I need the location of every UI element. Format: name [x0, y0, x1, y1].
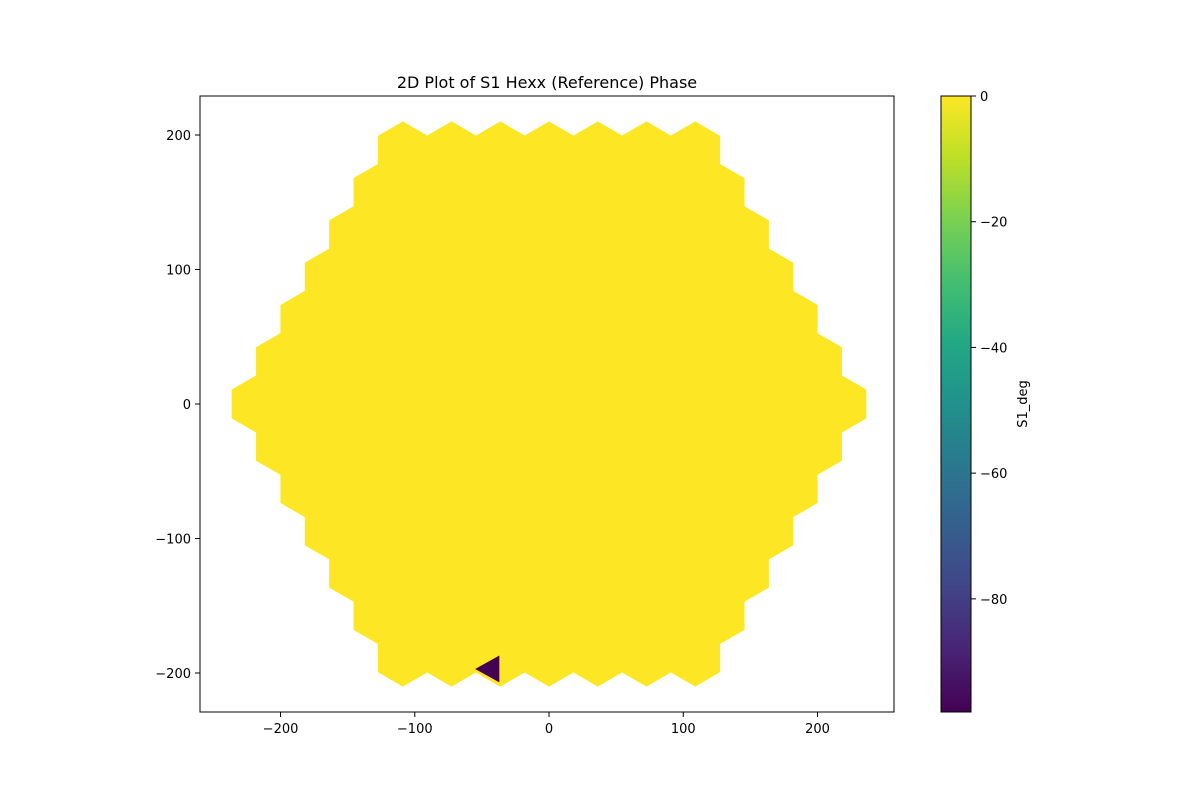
x-tick-label: 200	[805, 722, 830, 737]
colorbar-gradient	[941, 96, 971, 712]
colorbar: 0 −20 −40 −60 −80 S1_deg	[940, 90, 1031, 713]
y-tick-label: −100	[155, 532, 191, 547]
y-axis: −200 −100 0 100 200	[155, 129, 200, 682]
colorbar-ticks: 0 −20 −40 −60 −80	[971, 90, 1007, 608]
colorbar-tick-label: −20	[980, 216, 1007, 231]
colorbar-frame	[940, 95, 972, 713]
anomaly-layer	[475, 655, 500, 683]
colorbar-label: S1_deg	[1016, 380, 1031, 428]
x-tick-label: 100	[671, 722, 696, 737]
x-tick-label: −100	[397, 722, 433, 737]
anomaly-cell	[475, 655, 500, 683]
colorbar-tick-label: 0	[980, 90, 988, 105]
chart-title: 2D Plot of S1 Hexx (Reference) Phase	[397, 73, 697, 92]
colorbar-tick-label: −60	[980, 467, 1007, 482]
plot-area	[231, 121, 867, 687]
y-tick-label: −200	[155, 667, 191, 682]
y-tick-label: 200	[166, 129, 191, 144]
x-axis: −200 −100 0 100 200	[263, 712, 830, 737]
x-tick-label: −200	[263, 722, 299, 737]
x-tick-label: 0	[545, 722, 553, 737]
y-tick-label: 0	[183, 398, 191, 413]
hex-layer	[231, 121, 867, 687]
colorbar-tick-label: −40	[980, 341, 1007, 356]
colorbar-tick-label: −80	[980, 593, 1007, 608]
y-tick-label: 100	[166, 264, 191, 279]
hex-cell	[816, 375, 867, 433]
